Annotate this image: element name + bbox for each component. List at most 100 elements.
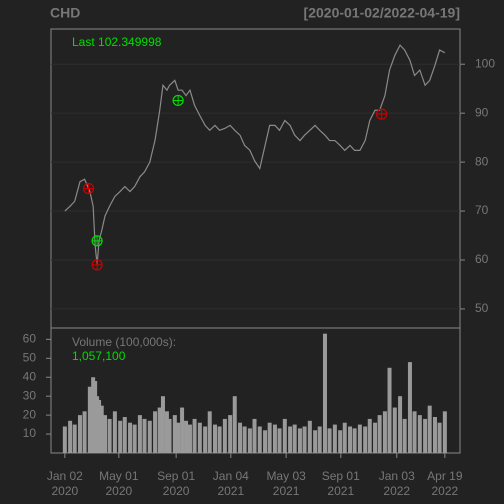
volume-bar [192,418,197,453]
volume-bar [432,417,437,453]
volume-bar [180,407,185,453]
volume-bar [87,386,92,453]
volume-bar [437,422,442,453]
x-tick-label: Jan 02 2020 [46,469,83,498]
volume-bar [332,424,337,453]
volume-bar [62,426,67,453]
volume-bar [122,417,127,453]
volume-bar [142,418,147,453]
volume-bar [238,422,243,453]
volume-bar [203,426,208,453]
y-tick-label: 70 [475,203,489,217]
volume-bar [137,415,142,453]
volume-bar [252,418,257,453]
y-tick-label: 50 [23,350,37,364]
volume-bar [242,426,247,453]
y-tick-label: 80 [475,154,489,168]
volume-bar [72,424,77,453]
volume-bar [322,333,327,453]
volume-bar [423,418,428,453]
volume-bar [128,422,133,453]
y-tick-label: 10 [23,426,37,440]
volume-bar [348,426,353,453]
chart-title: CHD [50,5,80,21]
volume-bar [103,415,108,453]
volume-bar [407,362,412,453]
x-tick-label: May 01 2020 [99,469,139,498]
volume-bar [387,367,392,453]
volume-bar [263,430,268,453]
x-tick-label: Apr 19 2022 [427,469,463,498]
volume-bar [107,418,112,453]
volume-bar [277,428,282,453]
plot-frame [50,28,461,454]
volume-bar [147,420,152,453]
volume-bar [272,424,277,453]
volume-last: 1,057,100 [72,349,126,363]
x-tick-label: May 03 2021 [266,469,306,498]
volume-bar [352,428,357,453]
signal-cross [92,259,103,270]
volume-bar [267,422,272,453]
volume-bar [417,415,422,453]
volume-bar [228,415,233,453]
y-tick-label: 30 [23,388,37,402]
volume-bar [288,426,293,453]
volume-bar [167,418,172,453]
signal-cross [376,109,387,120]
signal-cross [83,183,94,194]
volume-bar [357,424,362,453]
x-tick-label: Jan 03 2022 [378,469,415,498]
x-tick-label: Sep 01 2021 [321,469,360,498]
volume-bar [68,420,73,453]
y-tick-label: 20 [23,407,37,421]
volume-bar [317,426,322,453]
volume-bar [157,407,162,453]
volume-bar [302,426,307,453]
y-tick-label: 40 [23,369,37,383]
volume-bar [327,428,332,453]
volume-bar [412,411,417,453]
volume-bar [292,424,297,453]
volume-bar [232,396,237,453]
volume-bar [222,418,227,453]
last-price: Last 102.349998 [72,35,162,49]
y-tick-label: 60 [475,252,489,266]
volume-bar [217,426,222,453]
volume-bar [398,396,403,453]
volume-bar [313,430,318,453]
volume-bar [164,411,169,453]
y-tick-label: 90 [475,105,489,119]
x-tick-label: Jan 04 2021 [212,469,249,498]
volume-bar [257,426,262,453]
volume-bar [338,430,343,453]
volume-bar [342,422,347,453]
volume-bar [176,422,181,453]
volume-bar [118,420,123,453]
volume-bar [367,418,372,453]
price-line [64,44,446,265]
y-tick-label: 50 [475,301,489,315]
volume-bar [112,411,117,453]
volume-bar [132,424,137,453]
volume-bar [207,411,212,453]
volume-bar [82,411,87,453]
volume-bar [172,415,177,453]
volume-bar [297,428,302,453]
volume-bar [97,399,102,453]
volume-bar [99,405,104,453]
signal-cross [92,235,103,246]
volume-bar [382,411,387,453]
volume-bar [77,415,82,453]
volume-bar [442,411,447,453]
volume-bar [212,424,217,453]
volume-bar [153,411,158,453]
volume-bar [427,405,432,453]
x-tick-label: Sep 01 2020 [157,469,196,498]
volume-bar [247,428,252,453]
volume-bar [392,407,397,453]
volume-bar [184,420,189,453]
volume-bar [197,422,202,453]
